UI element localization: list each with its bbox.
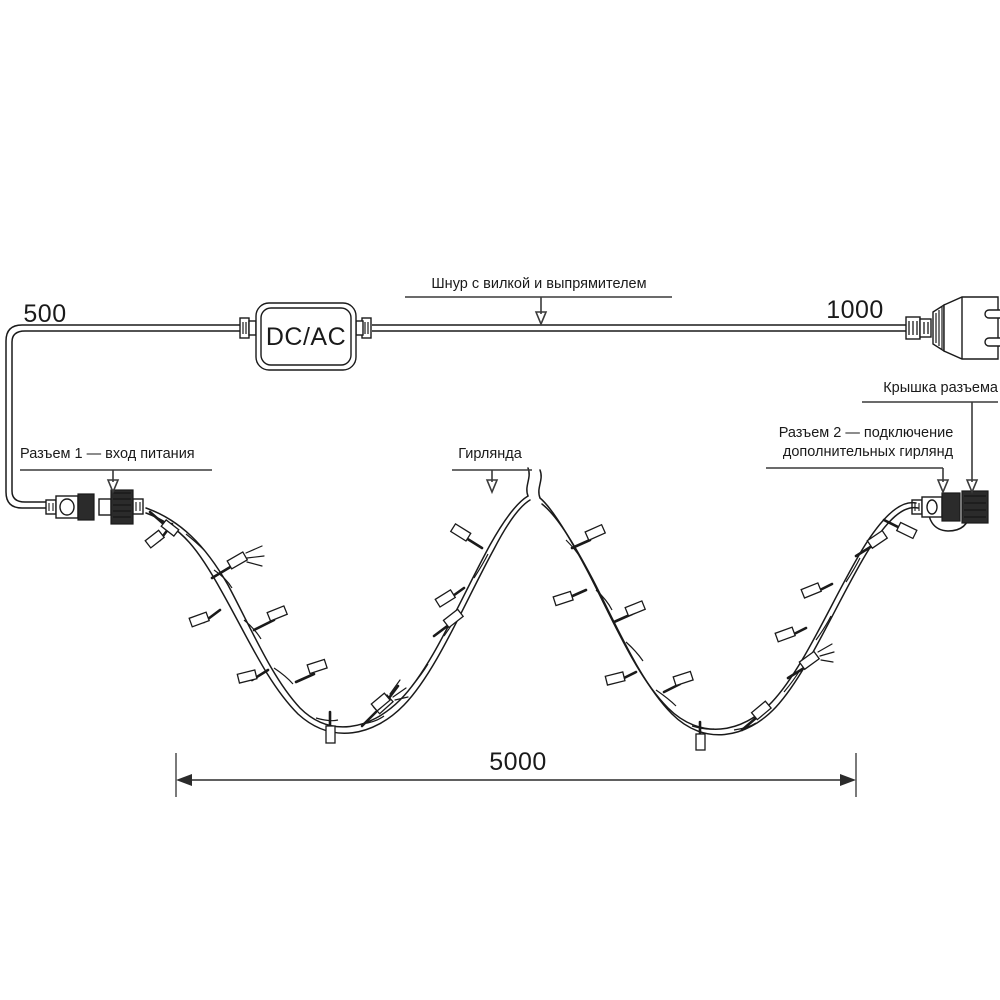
led-bulb bbox=[449, 522, 484, 550]
led-light-rays bbox=[245, 545, 265, 567]
led-bulb bbox=[370, 684, 400, 712]
callout-leaders bbox=[20, 296, 998, 495]
led-bulb bbox=[210, 545, 265, 580]
led-bulb bbox=[854, 529, 889, 558]
led-bulb bbox=[434, 586, 466, 608]
callout-connector-1: Разъем 1 — вход питания bbox=[20, 446, 195, 462]
led-bulb bbox=[432, 608, 465, 638]
led-bulb bbox=[294, 658, 328, 684]
led-bulb bbox=[325, 710, 336, 744]
connector-2-body bbox=[941, 492, 961, 522]
dimension-garland-length-value: 5000 bbox=[489, 748, 547, 776]
connector-1-power-input bbox=[45, 489, 144, 525]
led-bulb bbox=[695, 720, 706, 751]
dim-arrow-left bbox=[176, 774, 192, 786]
led-bulb bbox=[774, 626, 808, 643]
connector-cap-part bbox=[961, 490, 989, 524]
callout-connector-2-line1: Разъем 2 — подключение bbox=[779, 425, 954, 441]
led-bulb bbox=[252, 605, 289, 632]
garland-wire bbox=[145, 467, 919, 736]
led-light-rays bbox=[817, 643, 835, 663]
dc-ac-adapter: DC/AC bbox=[239, 302, 372, 371]
dim-arrow-right bbox=[840, 774, 856, 786]
led-bulb bbox=[236, 668, 270, 684]
led-bulb bbox=[800, 582, 834, 599]
led-bulb bbox=[740, 700, 773, 732]
led-bulb bbox=[552, 588, 588, 607]
eu-power-plug bbox=[905, 296, 1000, 360]
callout-connector-cap: Крышка разъема bbox=[883, 380, 999, 396]
callout-connector-2-line2: дополнительных гирлянд bbox=[783, 444, 954, 460]
dimension-garland-length: 5000 bbox=[175, 748, 857, 797]
power-cord-path bbox=[5, 324, 908, 509]
plug-ribs bbox=[935, 307, 943, 349]
plug-pin-bottom bbox=[984, 337, 1000, 347]
connector-2-additional-garlands bbox=[911, 490, 989, 532]
connector-1-knurl bbox=[113, 492, 131, 518]
callout-power-cord: Шнур с вилкой и выпрямителем bbox=[431, 276, 646, 292]
adapter-label: DC/AC bbox=[266, 323, 346, 351]
plug-strain-relief bbox=[905, 316, 932, 340]
plug-pin-top bbox=[984, 309, 1000, 319]
led-bulb bbox=[604, 670, 638, 686]
led-bulb bbox=[662, 670, 694, 694]
led-bulb bbox=[882, 518, 918, 540]
strain-relief-right bbox=[355, 317, 372, 339]
dimension-left-lead: 500 bbox=[23, 300, 66, 328]
led-bulb bbox=[188, 608, 222, 628]
led-bulbs bbox=[144, 510, 918, 751]
led-bulb bbox=[148, 510, 180, 537]
led-bulb bbox=[612, 600, 647, 624]
garland-twist-detail bbox=[185, 533, 861, 731]
led-bulb bbox=[570, 523, 607, 550]
dimension-right-lead: 1000 bbox=[826, 296, 884, 324]
strain-relief-left bbox=[239, 317, 257, 339]
led-bulb bbox=[786, 643, 835, 680]
led-light-rays bbox=[389, 679, 409, 701]
callout-garland: Гирлянда bbox=[458, 446, 522, 462]
